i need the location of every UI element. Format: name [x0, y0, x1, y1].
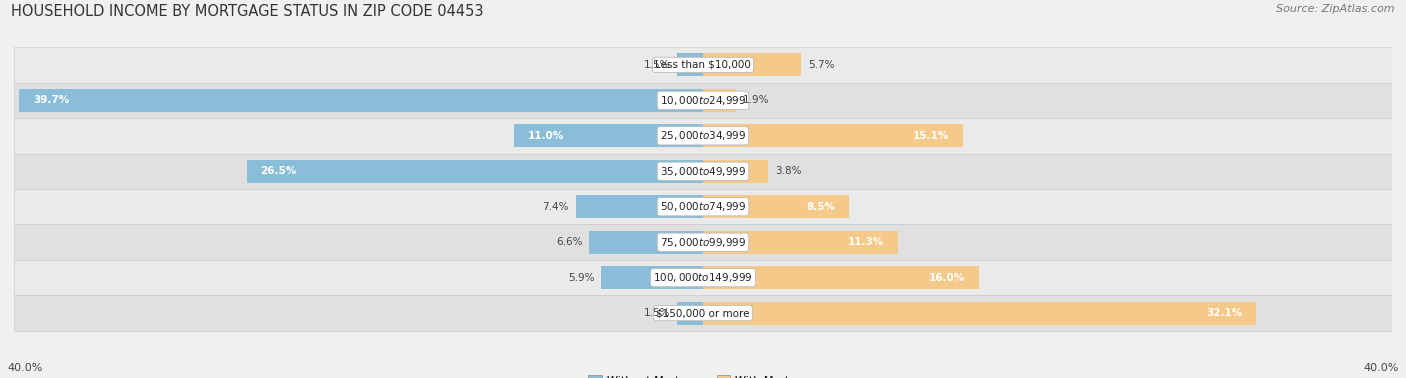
Bar [513, 124, 703, 147]
Bar [14, 225, 1392, 260]
Text: $10,000 to $24,999: $10,000 to $24,999 [659, 94, 747, 107]
Bar [703, 231, 897, 254]
Bar [678, 53, 703, 76]
Bar [14, 83, 1392, 118]
Text: Source: ZipAtlas.com: Source: ZipAtlas.com [1277, 4, 1395, 14]
Bar [703, 53, 801, 76]
Bar [20, 89, 703, 112]
Text: $75,000 to $99,999: $75,000 to $99,999 [659, 236, 747, 249]
Text: $35,000 to $49,999: $35,000 to $49,999 [659, 165, 747, 178]
Text: 8.5%: 8.5% [807, 202, 835, 212]
Text: 11.0%: 11.0% [527, 131, 564, 141]
Text: 11.3%: 11.3% [848, 237, 884, 247]
Text: $25,000 to $34,999: $25,000 to $34,999 [659, 129, 747, 142]
Text: 16.0%: 16.0% [928, 273, 965, 283]
Bar [703, 302, 1256, 325]
Text: 32.1%: 32.1% [1206, 308, 1241, 318]
Text: 1.5%: 1.5% [644, 308, 671, 318]
Bar [589, 231, 703, 254]
Text: 40.0%: 40.0% [1364, 363, 1399, 373]
Bar [703, 124, 963, 147]
Text: $100,000 to $149,999: $100,000 to $149,999 [654, 271, 752, 284]
Text: 3.8%: 3.8% [775, 166, 801, 176]
Bar [703, 89, 735, 112]
Bar [703, 160, 769, 183]
Bar [575, 195, 703, 218]
Text: 39.7%: 39.7% [32, 95, 69, 105]
Bar [703, 266, 979, 289]
Legend: Without Mortgage, With Mortgage: Without Mortgage, With Mortgage [583, 371, 823, 378]
Text: 1.9%: 1.9% [742, 95, 769, 105]
Bar [14, 153, 1392, 189]
Text: HOUSEHOLD INCOME BY MORTGAGE STATUS IN ZIP CODE 04453: HOUSEHOLD INCOME BY MORTGAGE STATUS IN Z… [11, 4, 484, 19]
Text: 40.0%: 40.0% [7, 363, 42, 373]
Bar [678, 302, 703, 325]
Bar [14, 260, 1392, 295]
Bar [246, 160, 703, 183]
Text: 5.7%: 5.7% [808, 60, 835, 70]
Bar [14, 118, 1392, 153]
Bar [14, 47, 1392, 83]
Bar [703, 195, 849, 218]
Text: 15.1%: 15.1% [912, 131, 949, 141]
Text: 7.4%: 7.4% [543, 202, 568, 212]
Text: 6.6%: 6.6% [555, 237, 582, 247]
Text: Less than $10,000: Less than $10,000 [655, 60, 751, 70]
Bar [602, 266, 703, 289]
Text: 26.5%: 26.5% [260, 166, 297, 176]
Bar [14, 189, 1392, 225]
Bar [14, 295, 1392, 331]
Text: $50,000 to $74,999: $50,000 to $74,999 [659, 200, 747, 213]
Text: $150,000 or more: $150,000 or more [657, 308, 749, 318]
Text: 1.5%: 1.5% [644, 60, 671, 70]
Text: 5.9%: 5.9% [568, 273, 595, 283]
